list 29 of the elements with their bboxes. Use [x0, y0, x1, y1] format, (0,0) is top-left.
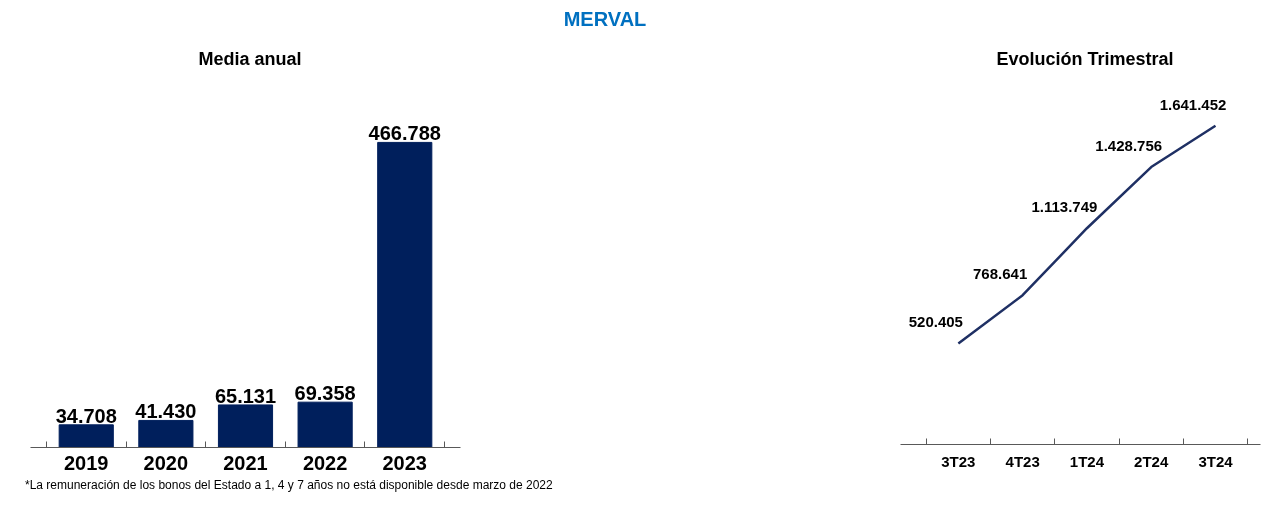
data-label: 1.641.452: [1159, 95, 1227, 113]
x-tick-label: 4T23: [1005, 452, 1040, 470]
x-tick-label: 3T23: [941, 452, 976, 470]
data-label: 41.430: [135, 400, 197, 423]
data-label: 1.428.756: [1095, 137, 1163, 155]
data-label: 520.405: [908, 313, 963, 331]
chart-title: Media anual: [198, 48, 302, 71]
text: MERVAL: [563, 7, 647, 32]
bar: [58, 424, 114, 448]
data-label: 65.131: [214, 384, 277, 407]
data-label: 69.358: [294, 382, 356, 405]
bar: [217, 404, 274, 448]
text: *La remuneración de los bonos del Estado a 1, 4 y 7 años no está disponible desde marzo de 2022: [25, 477, 553, 494]
data-label: 34.708: [55, 404, 117, 427]
data-label: 768.641: [973, 265, 1028, 283]
x-tick-label: 1T24: [1069, 452, 1105, 470]
x-tick-label: 2021: [223, 451, 268, 474]
x-tick-label: 2022: [302, 451, 348, 474]
bar: [297, 401, 353, 448]
x-tick-label: 2023: [382, 451, 428, 474]
x-tick-label: 3T24: [1198, 452, 1234, 470]
data-label: 1.113.749: [1031, 198, 1098, 216]
x-tick-label: 2020: [143, 451, 189, 474]
x-tick-label: 2019: [63, 451, 109, 474]
x-tick-label: 2T24: [1134, 452, 1169, 470]
data-label: 466.788: [368, 122, 441, 145]
bar: [138, 419, 194, 448]
chart-title: Evolución Trimestral: [996, 48, 1174, 71]
bar: [377, 141, 433, 448]
